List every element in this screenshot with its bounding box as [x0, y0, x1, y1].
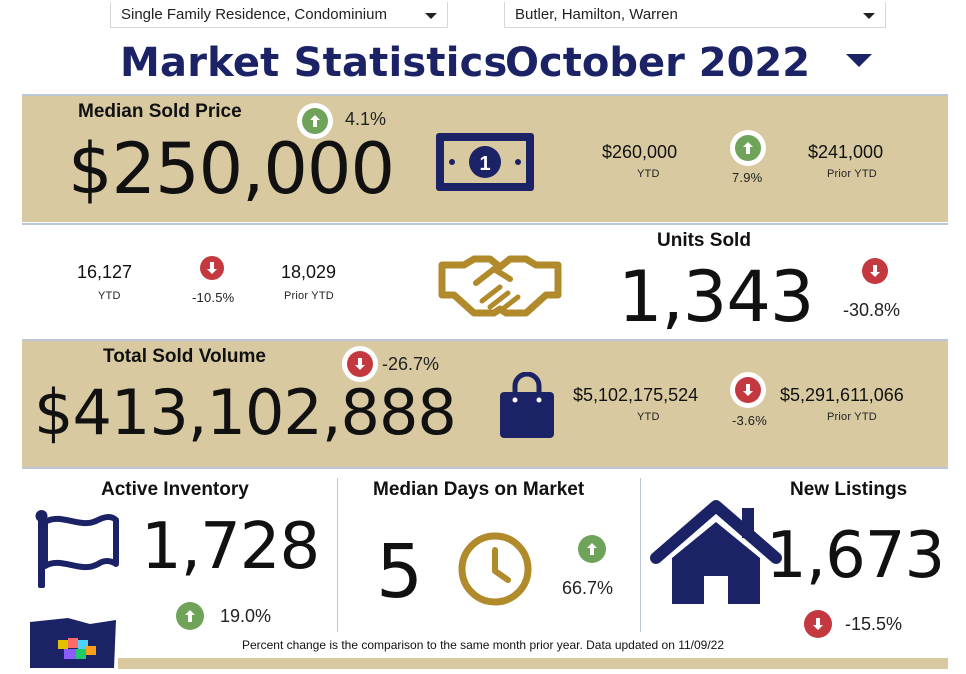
median-sold-price-ytd-value: $260,000	[602, 142, 678, 162]
shopping-bag-icon	[497, 371, 557, 440]
header: Market Statistics October 2022	[0, 36, 966, 88]
chevron-down-icon	[425, 12, 437, 19]
arrow-down-icon	[347, 351, 373, 377]
units-sold-change: -30.8%	[843, 300, 901, 320]
handshake-icon	[438, 247, 562, 319]
arrow-down-icon	[804, 610, 832, 638]
total-sold-volume-prior-ytd-value: $5,291,611,066	[780, 385, 904, 405]
chevron-down-icon	[863, 12, 875, 19]
flag-icon	[32, 508, 122, 590]
ohio-county-map-icon	[28, 616, 118, 669]
units-sold-prior-ytd-label: Prior YTD	[284, 290, 334, 302]
median-sold-price-label: Median Sold Price	[78, 101, 242, 122]
median-sold-price-ytd-change: 7.9%	[732, 170, 763, 185]
total-sold-volume-value: $413,102,888	[34, 376, 457, 449]
arrow-down-icon	[735, 377, 761, 403]
month-chevron-down-icon[interactable]	[846, 54, 872, 67]
new-listings-value: 1,673	[766, 519, 945, 593]
svg-text:1: 1	[479, 153, 490, 175]
column-divider	[640, 478, 641, 632]
clock-icon	[456, 530, 534, 608]
property-type-dropdown[interactable]: Single Family Residence, Condominium	[110, 2, 448, 28]
active-inventory-label: Active Inventory	[101, 479, 249, 500]
new-listings-label: New Listings	[790, 479, 908, 500]
median-days-on-market-change: 66.7%	[562, 578, 614, 598]
total-sold-volume-label: Total Sold Volume	[103, 346, 266, 367]
median-sold-price-value: $250,000	[68, 128, 395, 210]
median-sold-price-prior-ytd-label: Prior YTD	[827, 168, 877, 180]
median-sold-price-ytd-label: YTD	[637, 168, 660, 180]
units-sold-section	[22, 225, 948, 339]
units-sold-label: Units Sold	[657, 230, 751, 251]
total-sold-volume-section	[22, 341, 948, 467]
arrow-up-icon	[578, 535, 606, 563]
arrow-down-icon	[200, 256, 224, 280]
property-type-value: Single Family Residence, Condominium	[121, 6, 387, 23]
median-days-on-market-value: 5	[376, 529, 423, 615]
total-sold-volume-ytd-change: -3.6%	[732, 413, 767, 428]
house-icon	[650, 500, 782, 606]
total-sold-volume-change: -26.7%	[382, 354, 440, 374]
arrow-up-icon	[176, 602, 204, 630]
median-days-on-market-label: Median Days on Market	[373, 479, 585, 500]
units-sold-prior-ytd-value: 18,029	[281, 262, 337, 282]
filters-bar: Single Family Residence, Condominium But…	[0, 0, 966, 34]
units-sold-ytd-value: 16,127	[77, 262, 133, 282]
arrow-up-icon	[735, 135, 761, 161]
units-sold-ytd-change: -10.5%	[192, 290, 235, 305]
median-sold-price-change: 4.1%	[345, 109, 387, 129]
footer-note: Percent change is the comparison to the …	[241, 638, 725, 652]
section-divider	[22, 94, 948, 96]
counties-value: Butler, Hamilton, Warren	[515, 6, 678, 23]
active-inventory-change: 19.0%	[220, 606, 272, 626]
section-divider	[22, 223, 948, 225]
column-divider	[337, 478, 338, 632]
units-sold-value: 1,343	[618, 256, 814, 338]
active-inventory-value: 1,728	[141, 510, 320, 584]
page-title: Market Statistics	[120, 40, 508, 86]
new-listings-change: -15.5%	[845, 614, 903, 634]
total-sold-volume-ytd-label: YTD	[637, 411, 660, 423]
total-sold-volume-prior-ytd-label: Prior YTD	[827, 411, 877, 423]
section-divider	[22, 467, 948, 469]
section-divider	[22, 339, 948, 341]
counties-dropdown[interactable]: Butler, Hamilton, Warren	[504, 2, 886, 28]
bottom-bar	[118, 658, 948, 669]
arrow-down-icon	[862, 258, 888, 284]
median-sold-price-prior-ytd-value: $241,000	[808, 142, 884, 162]
arrow-up-icon	[302, 108, 328, 134]
total-sold-volume-ytd-value: $5,102,175,524	[573, 385, 699, 405]
units-sold-ytd-label: YTD	[98, 290, 121, 302]
month-selector-label[interactable]: October 2022	[505, 40, 811, 86]
money-bill-icon: 1	[434, 131, 536, 193]
